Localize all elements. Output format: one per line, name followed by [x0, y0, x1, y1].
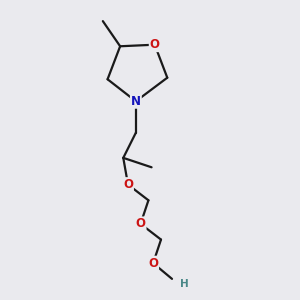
Text: H: H — [180, 279, 189, 289]
Text: O: O — [150, 38, 160, 51]
Text: O: O — [148, 257, 158, 270]
Text: O: O — [123, 178, 133, 191]
Text: O: O — [136, 218, 146, 230]
Text: N: N — [131, 95, 141, 108]
